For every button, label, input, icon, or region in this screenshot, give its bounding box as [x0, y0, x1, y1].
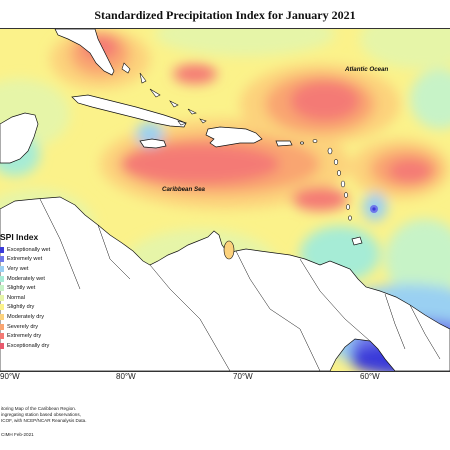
- legend-item: Extremely wet: [0, 255, 70, 265]
- legend-label: Slightly dry: [7, 304, 35, 311]
- credit: CIMH Feb-2021: [1, 432, 34, 437]
- legend-swatch: [0, 285, 4, 292]
- legend-swatch: [0, 246, 4, 253]
- legend-label: Moderately dry: [7, 313, 44, 320]
- legend-item: Slightly wet: [0, 283, 70, 293]
- landmasses: [0, 29, 450, 371]
- legend-swatch: [0, 256, 4, 263]
- footnote: itoring Map of the Caribbean Region. ing…: [1, 406, 87, 424]
- legend-swatch: [0, 313, 4, 320]
- legend-swatch: [0, 294, 4, 301]
- hispaniola: [205, 126, 263, 148]
- legend-swatch: [0, 333, 4, 340]
- legend-item: Moderately dry: [0, 312, 70, 322]
- spi-map-canvas: Atlantic Ocean Caribbean Sea: [0, 29, 450, 371]
- legend-label: Exceptionally dry: [7, 342, 50, 349]
- legend-swatch: [0, 275, 4, 282]
- legend-swatch: [0, 342, 4, 349]
- cuba: [71, 94, 187, 128]
- legend-label: Severely dry: [7, 323, 39, 330]
- footnote-line: itoring Map of the Caribbean Region.: [1, 406, 77, 411]
- legend-swatch: [0, 265, 4, 272]
- legend-label: Extremely dry: [7, 333, 42, 340]
- lake-maracaibo: [223, 240, 235, 260]
- mainland-central-south-america: [0, 196, 450, 371]
- spi-map: Atlantic Ocean Caribbean Sea: [0, 28, 450, 372]
- legend-item: Very wet: [0, 264, 70, 274]
- legend-items: Exceptionally wet Extremely wet Very wet Mo…: [0, 245, 70, 351]
- legend-label: Exceptionally wet: [7, 246, 51, 253]
- atlantic-ocean-label: Atlantic Ocean: [344, 66, 389, 73]
- florida: [54, 29, 115, 76]
- legend-label: Extremely wet: [7, 256, 43, 263]
- legend-item: Severely dry: [0, 322, 70, 332]
- lon-label: 70°W: [233, 372, 253, 381]
- puerto-rico: [275, 140, 293, 147]
- legend-item: Extremely dry: [0, 331, 70, 341]
- spi-legend: SPI Index Exceptionally wet Extremely wet…: [0, 232, 70, 351]
- yucatan: [0, 112, 39, 164]
- footnote-line: ingregating station based observations,: [1, 412, 81, 417]
- legend-swatch: [0, 323, 4, 330]
- caribbean-sea-label: Caribbean Sea: [162, 186, 206, 193]
- lon-label: 80°W: [116, 372, 136, 381]
- lon-label: 90°W: [0, 372, 20, 381]
- jamaica: [139, 138, 167, 149]
- legend-label: Normal: [7, 294, 26, 301]
- legend-title: SPI Index: [0, 232, 39, 242]
- legend-label: Moderately wet: [7, 275, 45, 282]
- legend-label: Slightly wet: [7, 285, 36, 292]
- legend-item: Slightly dry: [0, 303, 70, 313]
- legend-item: Exceptionally dry: [0, 341, 70, 351]
- footnote-line: ICOF, with NCEP/NCAR Reanalysis Data.: [1, 418, 87, 423]
- legend-swatch: [0, 304, 4, 311]
- small-islands: [121, 62, 352, 221]
- legend-item: Moderately wet: [0, 274, 70, 284]
- legend-item: Exceptionally wet: [0, 245, 70, 255]
- legend-item: Normal: [0, 293, 70, 303]
- map-title: Standardized Precipitation Index for Jan…: [94, 8, 356, 22]
- legend-label: Very wet: [7, 265, 29, 272]
- trinidad: [351, 236, 363, 246]
- lon-label: 60°W: [360, 372, 380, 381]
- country-borders: [39, 198, 441, 371]
